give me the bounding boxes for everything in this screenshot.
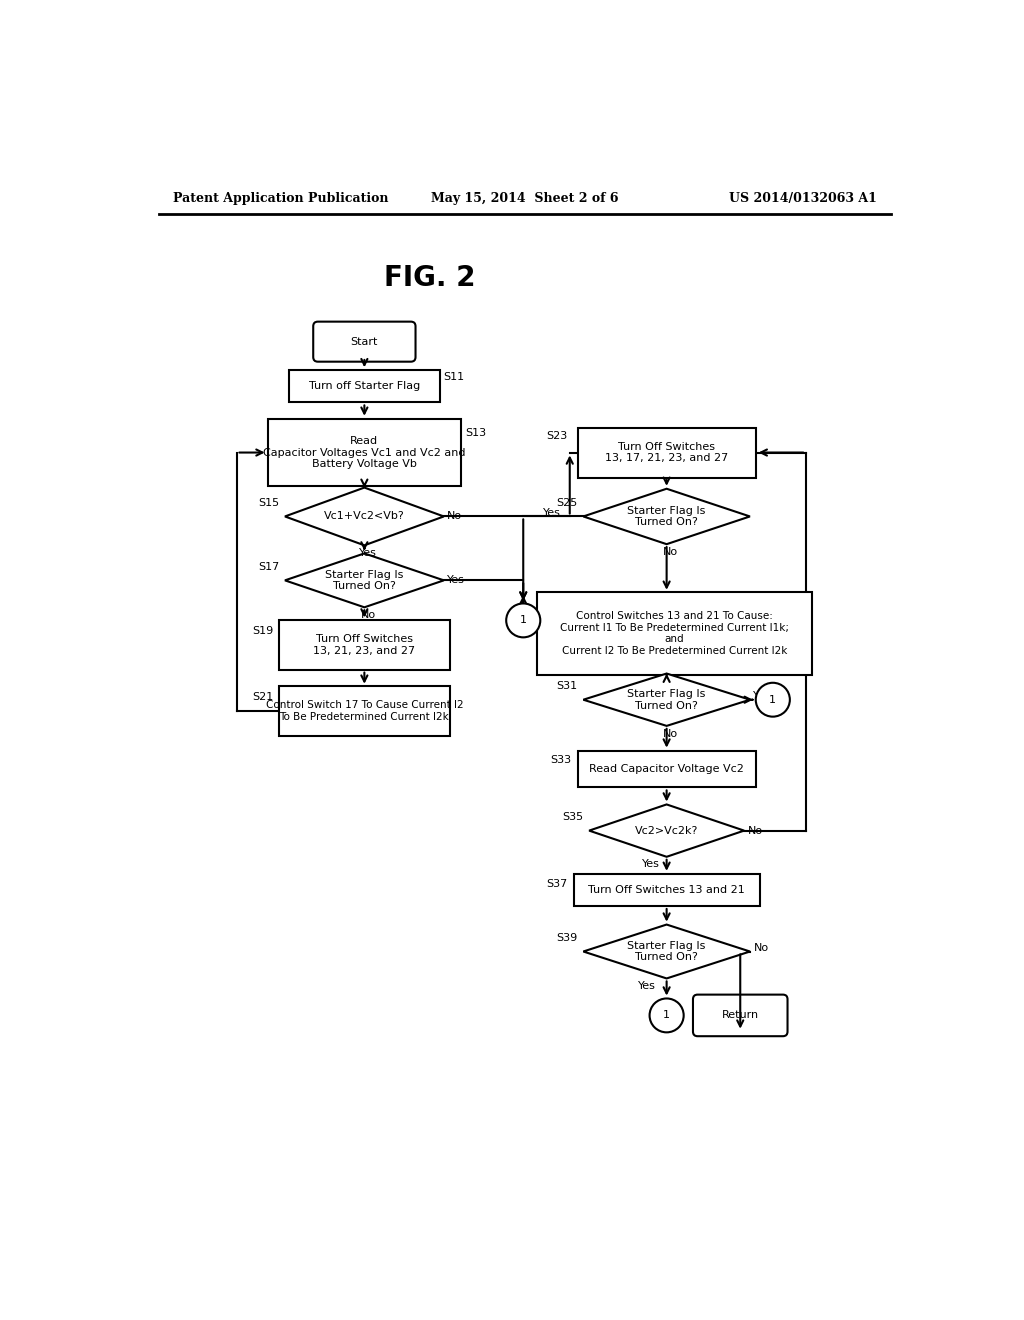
Text: No: No — [748, 825, 763, 836]
FancyBboxPatch shape — [578, 428, 756, 478]
Text: Yes: Yes — [642, 859, 660, 870]
Text: Turn Off Switches
13, 17, 21, 23, and 27: Turn Off Switches 13, 17, 21, 23, and 27 — [605, 442, 728, 463]
Text: No: No — [447, 511, 463, 521]
Polygon shape — [285, 487, 443, 545]
Text: Turn Off Switches
13, 21, 23, and 27: Turn Off Switches 13, 21, 23, and 27 — [313, 634, 416, 656]
Text: S23: S23 — [547, 430, 567, 441]
Text: No: No — [754, 942, 769, 953]
Text: S11: S11 — [443, 372, 465, 381]
FancyBboxPatch shape — [289, 370, 440, 403]
Circle shape — [649, 998, 684, 1032]
Text: No: No — [663, 546, 678, 557]
Text: 1: 1 — [664, 1010, 670, 1020]
Text: No: No — [663, 729, 678, 739]
Text: Patent Application Publication: Patent Application Publication — [173, 191, 388, 205]
Text: May 15, 2014  Sheet 2 of 6: May 15, 2014 Sheet 2 of 6 — [431, 191, 618, 205]
FancyBboxPatch shape — [280, 686, 450, 737]
FancyBboxPatch shape — [578, 751, 756, 788]
Text: S15: S15 — [258, 498, 280, 508]
FancyBboxPatch shape — [693, 995, 787, 1036]
Text: 1: 1 — [520, 615, 526, 626]
Text: Read Capacitor Voltage Vc2: Read Capacitor Voltage Vc2 — [589, 764, 744, 774]
Text: S29: S29 — [512, 606, 534, 615]
Text: S31: S31 — [557, 681, 578, 690]
Text: Yes: Yes — [447, 576, 465, 585]
Text: Starter Flag Is
Turned On?: Starter Flag Is Turned On? — [326, 569, 403, 591]
Circle shape — [506, 603, 541, 638]
Text: Turn Off Switches 13 and 21: Turn Off Switches 13 and 21 — [588, 884, 745, 895]
Polygon shape — [584, 488, 750, 544]
Text: Yes: Yes — [638, 981, 656, 991]
Polygon shape — [589, 804, 744, 857]
Polygon shape — [584, 924, 750, 978]
Text: Starter Flag Is
Turned On?: Starter Flag Is Turned On? — [628, 941, 706, 962]
FancyBboxPatch shape — [280, 620, 450, 671]
FancyBboxPatch shape — [573, 874, 760, 906]
Text: Read
Capacitor Voltages Vc1 and Vc2 and
Battery Voltage Vb: Read Capacitor Voltages Vc1 and Vc2 and … — [263, 436, 466, 469]
Text: Control Switches 13 and 21 To Cause:
Current I1 To Be Predetermined Current I1k;: Control Switches 13 and 21 To Cause: Cur… — [560, 611, 788, 656]
Text: S19: S19 — [252, 626, 273, 636]
Text: S25: S25 — [557, 498, 578, 508]
FancyBboxPatch shape — [537, 593, 812, 675]
FancyBboxPatch shape — [267, 418, 461, 487]
Text: Starter Flag Is
Turned On?: Starter Flag Is Turned On? — [628, 689, 706, 710]
Circle shape — [756, 682, 790, 717]
Text: Yes: Yes — [754, 690, 771, 701]
Text: S33: S33 — [550, 755, 571, 764]
Text: FIG. 2: FIG. 2 — [384, 264, 476, 292]
Polygon shape — [584, 673, 750, 726]
Text: Starter Flag Is
Turned On?: Starter Flag Is Turned On? — [628, 506, 706, 527]
Text: S39: S39 — [557, 933, 578, 942]
Text: Control Switch 17 To Cause Current I2
To Be Predetermined Current I2k: Control Switch 17 To Cause Current I2 To… — [265, 701, 463, 722]
Text: Turn off Starter Flag: Turn off Starter Flag — [309, 381, 420, 391]
Text: Vc1+Vc2<Vb?: Vc1+Vc2<Vb? — [324, 511, 404, 521]
Text: S13: S13 — [465, 428, 486, 438]
Text: No: No — [360, 610, 376, 620]
Text: Vc2>Vc2k?: Vc2>Vc2k? — [635, 825, 698, 836]
Text: Start: Start — [350, 337, 378, 347]
FancyBboxPatch shape — [313, 322, 416, 362]
Text: Yes: Yes — [359, 548, 377, 557]
Text: S17: S17 — [258, 561, 280, 572]
Text: Return: Return — [722, 1010, 759, 1020]
Text: Yes: Yes — [543, 508, 560, 517]
Polygon shape — [285, 553, 443, 607]
Text: S37: S37 — [547, 879, 567, 888]
Text: US 2014/0132063 A1: US 2014/0132063 A1 — [729, 191, 877, 205]
Text: 1: 1 — [769, 694, 776, 705]
Text: S35: S35 — [562, 812, 583, 822]
Text: S21: S21 — [252, 693, 273, 702]
